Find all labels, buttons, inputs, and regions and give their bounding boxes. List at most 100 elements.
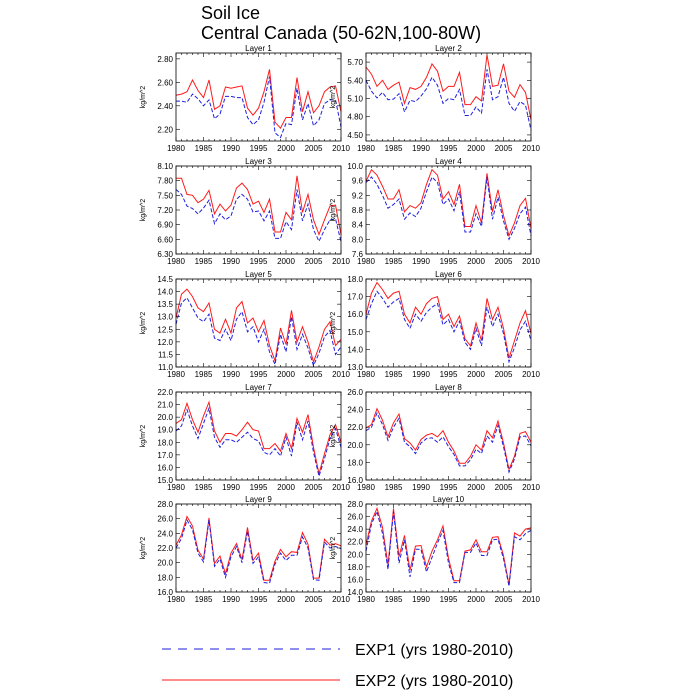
y-tick-label: 8.0 [352, 235, 364, 244]
y-tick-label: 7.80 [157, 177, 173, 186]
plot-frame [365, 391, 532, 481]
legend-label-exp2: EXP2 (yrs 1980-2010) [355, 673, 513, 690]
panel-title: Layer 3 [245, 157, 272, 166]
x-tick-label: 1995 [440, 370, 458, 379]
plot-frame [175, 165, 342, 255]
plot-frame [175, 52, 342, 142]
series-line-exp2 [175, 69, 342, 129]
y-tick-label: 17.0 [347, 293, 363, 302]
x-tick-label: 1995 [250, 144, 268, 153]
x-tick-label: 1980 [167, 144, 185, 153]
series-line-exp1 [365, 176, 532, 241]
x-tick-label: 2005 [305, 257, 323, 266]
x-tick-label: 2000 [467, 595, 485, 604]
x-tick-label: 1985 [195, 370, 213, 379]
y-tick-label: 14.0 [347, 345, 363, 354]
y-tick-label: 20.0 [157, 559, 173, 568]
x-tick-label: 2010 [522, 483, 540, 492]
x-tick-label: 1990 [412, 483, 430, 492]
y-tick-label: 14.5 [157, 275, 173, 284]
x-tick-label: 1995 [250, 483, 268, 492]
figure-title-line2: Central Canada (50-62N,100-80W) [201, 23, 481, 43]
plot-frame [365, 165, 532, 255]
legend-label-exp1: EXP1 (yrs 1980-2010) [355, 642, 513, 659]
panel-title: Layer 10 [433, 495, 465, 504]
x-tick-label: 2005 [305, 595, 323, 604]
x-tick-label: 2010 [332, 483, 350, 492]
y-tick-label: 2.60 [157, 78, 173, 87]
x-tick-label: 1980 [357, 595, 375, 604]
panel-layer-5: Layer 5 1980 1985 1990 1995 2000 2005 2010 11.0 1… [140, 270, 350, 379]
x-tick-label: 1985 [385, 144, 403, 153]
y-tick-label: 15.0 [157, 476, 173, 485]
x-tick-label: 1980 [167, 483, 185, 492]
x-tick-label: 2000 [467, 257, 485, 266]
panel-title: Layer 9 [245, 495, 272, 504]
x-tick-label: 1990 [222, 595, 240, 604]
y-axis-label: kg/m^2 [330, 199, 337, 221]
y-axis-label: kg/m^2 [330, 86, 337, 108]
y-axis-label: kg/m^2 [140, 199, 147, 221]
y-tick-label: 5.70 [347, 58, 363, 67]
x-tick-label: 2000 [467, 370, 485, 379]
y-tick-label: 24.0 [347, 406, 363, 415]
series-line-exp1 [365, 290, 532, 364]
x-tick-label: 2005 [495, 483, 513, 492]
x-tick-label: 1985 [385, 257, 403, 266]
panel-title: Layer 4 [435, 157, 462, 166]
x-tick-label: 1995 [440, 144, 458, 153]
x-tick-label: 1990 [412, 370, 430, 379]
x-tick-label: 1980 [357, 483, 375, 492]
x-tick-label: 2000 [467, 483, 485, 492]
series-line-exp1 [175, 406, 342, 479]
y-tick-label: 18.0 [347, 275, 363, 284]
x-tick-label: 1980 [357, 370, 375, 379]
x-tick-label: 2010 [522, 257, 540, 266]
x-tick-label: 1985 [195, 144, 213, 153]
y-tick-label: 15.0 [347, 328, 363, 337]
y-tick-label: 20.0 [347, 550, 363, 559]
x-tick-label: 1995 [440, 595, 458, 604]
y-tick-label: 7.6 [352, 250, 364, 259]
y-tick-label: 8.4 [352, 221, 364, 230]
x-tick-label: 2000 [277, 483, 295, 492]
y-tick-label: 8.10 [157, 162, 173, 171]
plot-frame [365, 503, 532, 593]
x-tick-label: 1980 [357, 257, 375, 266]
panel-title: Layer 6 [435, 270, 462, 279]
y-axis-label: kg/m^2 [140, 312, 147, 334]
series-line-exp1 [365, 69, 532, 131]
y-tick-label: 4.50 [347, 131, 363, 140]
y-tick-label: 18.0 [157, 438, 173, 447]
y-tick-label: 8.8 [352, 206, 364, 215]
y-tick-label: 20.0 [157, 413, 173, 422]
series-line-exp1 [175, 518, 342, 584]
plot-frame [175, 503, 342, 593]
y-tick-label: 2.40 [157, 102, 173, 111]
series-line-exp1 [365, 509, 532, 587]
x-tick-label: 2005 [305, 370, 323, 379]
panel-layer-3: Layer 3 1980 1985 1990 1995 2000 2005 2010 6.30 6… [140, 157, 350, 266]
x-tick-label: 2005 [495, 144, 513, 153]
y-tick-label: 7.50 [157, 191, 173, 200]
x-tick-label: 2005 [305, 483, 323, 492]
y-axis-label: kg/m^2 [330, 312, 337, 334]
y-tick-label: 24.0 [157, 529, 173, 538]
series-line-exp2 [365, 506, 532, 585]
y-tick-label: 18.0 [347, 458, 363, 467]
x-tick-label: 2010 [522, 144, 540, 153]
y-tick-label: 9.2 [352, 191, 364, 200]
y-tick-label: 14.0 [157, 288, 173, 297]
y-axis-label: kg/m^2 [330, 537, 337, 559]
x-tick-label: 1990 [222, 483, 240, 492]
x-tick-label: 1980 [167, 370, 185, 379]
y-tick-label: 7.20 [157, 206, 173, 215]
x-tick-label: 2010 [332, 257, 350, 266]
x-tick-label: 2010 [332, 370, 350, 379]
panel-title: Layer 5 [245, 270, 272, 279]
y-tick-label: 22.0 [347, 423, 363, 432]
y-tick-label: 5.10 [347, 95, 363, 104]
series-line-exp1 [175, 189, 342, 243]
